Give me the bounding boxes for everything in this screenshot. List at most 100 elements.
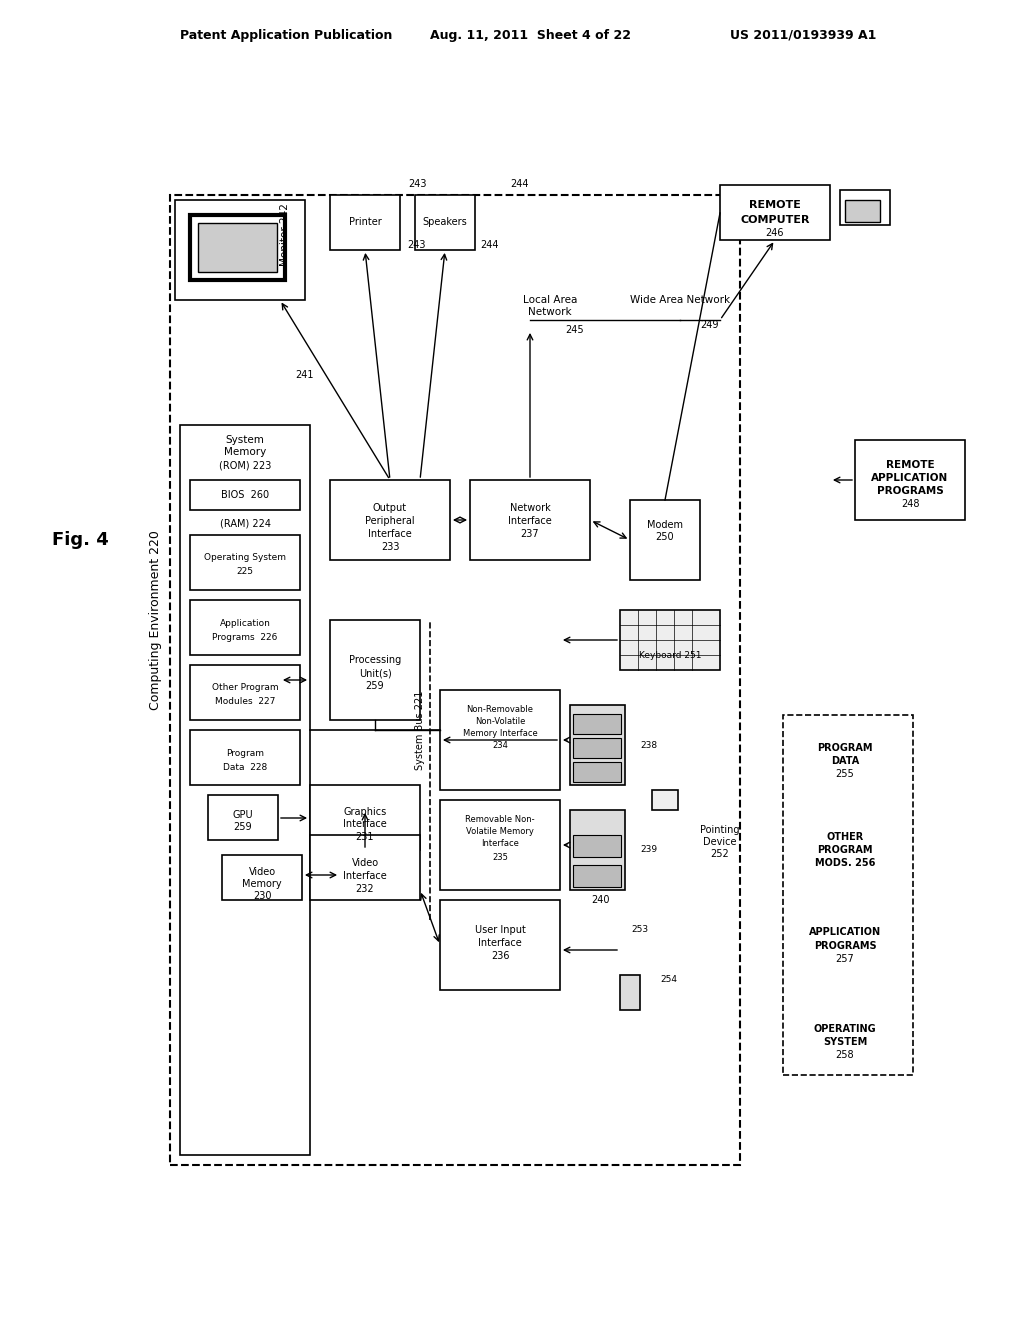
- Text: Printer: Printer: [348, 216, 381, 227]
- FancyBboxPatch shape: [840, 190, 890, 224]
- Text: 248: 248: [901, 499, 920, 510]
- FancyBboxPatch shape: [190, 601, 300, 655]
- FancyBboxPatch shape: [783, 715, 913, 1074]
- FancyBboxPatch shape: [630, 500, 700, 579]
- FancyBboxPatch shape: [795, 915, 895, 965]
- Text: 259: 259: [366, 681, 384, 690]
- Text: BIOS  260: BIOS 260: [221, 490, 269, 500]
- FancyBboxPatch shape: [222, 855, 302, 900]
- FancyBboxPatch shape: [440, 690, 560, 789]
- FancyBboxPatch shape: [440, 800, 560, 890]
- FancyBboxPatch shape: [180, 425, 310, 1155]
- Text: 244: 244: [510, 180, 528, 189]
- FancyBboxPatch shape: [208, 795, 278, 840]
- FancyBboxPatch shape: [330, 195, 400, 249]
- FancyBboxPatch shape: [190, 535, 300, 590]
- Text: Fig. 4: Fig. 4: [51, 531, 109, 549]
- Text: Peripheral: Peripheral: [366, 516, 415, 525]
- Text: Modem: Modem: [647, 520, 683, 531]
- Text: 233: 233: [381, 543, 399, 552]
- Text: 253: 253: [632, 925, 648, 935]
- FancyBboxPatch shape: [620, 975, 640, 1010]
- Text: Aug. 11, 2011  Sheet 4 of 22: Aug. 11, 2011 Sheet 4 of 22: [430, 29, 631, 41]
- Text: 240: 240: [591, 895, 609, 906]
- FancyBboxPatch shape: [795, 730, 895, 780]
- Text: Interface: Interface: [481, 840, 519, 849]
- Text: 237: 237: [520, 529, 540, 539]
- Text: 255: 255: [836, 770, 854, 779]
- Text: Programs  226: Programs 226: [212, 632, 278, 642]
- Text: 236: 236: [490, 950, 509, 961]
- Text: SYSTEM: SYSTEM: [823, 1038, 867, 1047]
- Text: PROGRAM: PROGRAM: [817, 845, 872, 855]
- Text: Local Area: Local Area: [523, 294, 578, 305]
- Text: PROGRAMS: PROGRAMS: [814, 941, 877, 950]
- FancyBboxPatch shape: [198, 223, 278, 272]
- Text: System: System: [225, 436, 264, 445]
- Text: Processing: Processing: [349, 655, 401, 665]
- Text: Program: Program: [226, 750, 264, 759]
- Text: 230: 230: [253, 891, 271, 902]
- Text: Interface: Interface: [478, 939, 522, 948]
- FancyBboxPatch shape: [573, 738, 621, 758]
- FancyBboxPatch shape: [470, 480, 590, 560]
- FancyBboxPatch shape: [190, 215, 285, 280]
- Text: 232: 232: [355, 884, 375, 894]
- FancyBboxPatch shape: [310, 836, 420, 900]
- Text: 254: 254: [660, 975, 677, 985]
- Text: 249: 249: [700, 319, 719, 330]
- Text: Unit(s): Unit(s): [358, 668, 391, 678]
- Text: MODS. 256: MODS. 256: [815, 858, 876, 869]
- FancyBboxPatch shape: [573, 714, 621, 734]
- Text: Graphics: Graphics: [343, 807, 387, 817]
- FancyBboxPatch shape: [795, 1012, 895, 1063]
- FancyBboxPatch shape: [330, 480, 450, 560]
- Text: COMPUTER: COMPUTER: [740, 215, 810, 224]
- Text: 243: 243: [407, 240, 426, 249]
- Text: Wide Area Network: Wide Area Network: [630, 294, 730, 305]
- Text: PROGRAM: PROGRAM: [817, 743, 872, 752]
- FancyBboxPatch shape: [415, 195, 475, 249]
- Text: Speakers: Speakers: [423, 216, 467, 227]
- FancyBboxPatch shape: [573, 762, 621, 781]
- Text: Memory Interface: Memory Interface: [463, 730, 538, 738]
- Text: GPU: GPU: [232, 810, 253, 820]
- Text: 225: 225: [237, 568, 254, 577]
- FancyBboxPatch shape: [573, 836, 621, 857]
- Text: REMOTE: REMOTE: [750, 201, 801, 210]
- FancyBboxPatch shape: [190, 730, 300, 785]
- Text: Pointing: Pointing: [700, 825, 739, 836]
- Text: 250: 250: [655, 532, 675, 543]
- Text: Modules  227: Modules 227: [215, 697, 275, 706]
- Text: Video: Video: [351, 858, 379, 869]
- FancyBboxPatch shape: [190, 665, 300, 719]
- Text: Interface: Interface: [343, 818, 387, 829]
- Text: Monitor 242: Monitor 242: [280, 203, 290, 267]
- Text: OPERATING: OPERATING: [814, 1024, 877, 1034]
- Text: REMOTE: REMOTE: [886, 459, 934, 470]
- Text: User Input: User Input: [474, 925, 525, 935]
- Text: APPLICATION: APPLICATION: [871, 473, 948, 483]
- Text: 258: 258: [836, 1049, 854, 1060]
- Text: Device: Device: [703, 837, 736, 847]
- Text: Other Program: Other Program: [212, 684, 279, 693]
- Text: 238: 238: [640, 741, 657, 750]
- Text: (ROM) 223: (ROM) 223: [219, 459, 271, 470]
- Text: 244: 244: [480, 240, 499, 249]
- FancyBboxPatch shape: [652, 789, 678, 810]
- FancyBboxPatch shape: [795, 820, 895, 870]
- FancyBboxPatch shape: [330, 620, 420, 719]
- Text: 245: 245: [565, 325, 584, 335]
- Text: 241: 241: [296, 370, 314, 380]
- Text: 231: 231: [355, 832, 374, 842]
- FancyBboxPatch shape: [190, 480, 300, 510]
- Text: Interface: Interface: [343, 871, 387, 880]
- Text: DATA: DATA: [830, 756, 859, 766]
- Text: Keyboard 251: Keyboard 251: [639, 651, 701, 660]
- Text: 259: 259: [233, 822, 252, 832]
- Text: Computing Environment 220: Computing Environment 220: [148, 531, 162, 710]
- Text: Volatile Memory: Volatile Memory: [466, 828, 534, 837]
- FancyBboxPatch shape: [620, 610, 720, 671]
- Text: Network: Network: [510, 503, 550, 513]
- Text: OTHER: OTHER: [826, 832, 863, 842]
